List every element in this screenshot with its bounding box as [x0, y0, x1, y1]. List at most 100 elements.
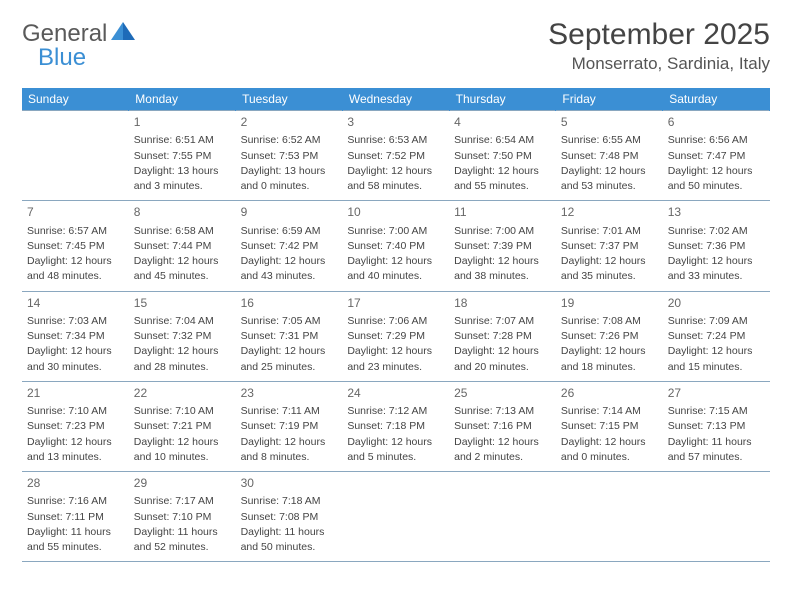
- calendar-cell: 30Sunrise: 7:18 AMSunset: 7:08 PMDayligh…: [236, 472, 343, 562]
- sunset-text: Sunset: 7:39 PM: [454, 239, 551, 254]
- sunset-text: Sunset: 7:16 PM: [454, 419, 551, 434]
- sunset-text: Sunset: 7:15 PM: [561, 419, 658, 434]
- day-number: 11: [454, 204, 551, 221]
- sunrise-text: Sunrise: 7:10 AM: [27, 404, 124, 419]
- calendar-cell: 21Sunrise: 7:10 AMSunset: 7:23 PMDayligh…: [22, 381, 129, 471]
- daylight-text: Daylight: 12 hours and 23 minutes.: [347, 344, 444, 374]
- calendar-row: 1Sunrise: 6:51 AMSunset: 7:55 PMDaylight…: [22, 111, 770, 201]
- daylight-text: Daylight: 12 hours and 8 minutes.: [241, 435, 338, 465]
- day-number: 20: [668, 295, 765, 312]
- logo-word2: Blue: [38, 44, 86, 72]
- day-number: 7: [27, 204, 124, 221]
- calendar-cell: 16Sunrise: 7:05 AMSunset: 7:31 PMDayligh…: [236, 291, 343, 381]
- sunrise-text: Sunrise: 6:52 AM: [241, 133, 338, 148]
- day-number: 24: [347, 385, 444, 402]
- sunrise-text: Sunrise: 7:17 AM: [134, 494, 231, 509]
- sunset-text: Sunset: 7:21 PM: [134, 419, 231, 434]
- day-number: 9: [241, 204, 338, 221]
- weekday-header-row: Sunday Monday Tuesday Wednesday Thursday…: [22, 88, 770, 111]
- day-number: 16: [241, 295, 338, 312]
- calendar-cell: 22Sunrise: 7:10 AMSunset: 7:21 PMDayligh…: [129, 381, 236, 471]
- sunset-text: Sunset: 7:45 PM: [27, 239, 124, 254]
- calendar-cell: 9Sunrise: 6:59 AMSunset: 7:42 PMDaylight…: [236, 201, 343, 291]
- title-block: September 2025 Monserrato, Sardinia, Ita…: [548, 18, 770, 74]
- daylight-text: Daylight: 12 hours and 45 minutes.: [134, 254, 231, 284]
- sunrise-text: Sunrise: 7:02 AM: [668, 224, 765, 239]
- day-number: 1: [134, 114, 231, 131]
- sunset-text: Sunset: 7:34 PM: [27, 329, 124, 344]
- sunrise-text: Sunrise: 7:14 AM: [561, 404, 658, 419]
- sunrise-text: Sunrise: 7:11 AM: [241, 404, 338, 419]
- day-number: 8: [134, 204, 231, 221]
- calendar-cell: 14Sunrise: 7:03 AMSunset: 7:34 PMDayligh…: [22, 291, 129, 381]
- day-number: 10: [347, 204, 444, 221]
- daylight-text: Daylight: 12 hours and 2 minutes.: [454, 435, 551, 465]
- calendar-cell: 1Sunrise: 6:51 AMSunset: 7:55 PMDaylight…: [129, 111, 236, 201]
- calendar-cell: 27Sunrise: 7:15 AMSunset: 7:13 PMDayligh…: [663, 381, 770, 471]
- day-number: 13: [668, 204, 765, 221]
- calendar-cell: 5Sunrise: 6:55 AMSunset: 7:48 PMDaylight…: [556, 111, 663, 201]
- daylight-text: Daylight: 12 hours and 50 minutes.: [668, 164, 765, 194]
- sunrise-text: Sunrise: 7:09 AM: [668, 314, 765, 329]
- sunrise-text: Sunrise: 7:08 AM: [561, 314, 658, 329]
- location: Monserrato, Sardinia, Italy: [548, 54, 770, 74]
- daylight-text: Daylight: 12 hours and 0 minutes.: [561, 435, 658, 465]
- daylight-text: Daylight: 12 hours and 53 minutes.: [561, 164, 658, 194]
- sunset-text: Sunset: 7:13 PM: [668, 419, 765, 434]
- day-number: 6: [668, 114, 765, 131]
- sunrise-text: Sunrise: 6:54 AM: [454, 133, 551, 148]
- sunset-text: Sunset: 7:23 PM: [27, 419, 124, 434]
- sunrise-text: Sunrise: 6:53 AM: [347, 133, 444, 148]
- sunset-text: Sunset: 7:19 PM: [241, 419, 338, 434]
- day-number: 23: [241, 385, 338, 402]
- daylight-text: Daylight: 12 hours and 10 minutes.: [134, 435, 231, 465]
- sunrise-text: Sunrise: 7:00 AM: [454, 224, 551, 239]
- month-title: September 2025: [548, 18, 770, 52]
- calendar-cell: [449, 472, 556, 562]
- day-number: 12: [561, 204, 658, 221]
- sunrise-text: Sunrise: 7:00 AM: [347, 224, 444, 239]
- daylight-text: Daylight: 12 hours and 55 minutes.: [454, 164, 551, 194]
- sunset-text: Sunset: 7:40 PM: [347, 239, 444, 254]
- calendar-row: 28Sunrise: 7:16 AMSunset: 7:11 PMDayligh…: [22, 472, 770, 562]
- sunrise-text: Sunrise: 7:15 AM: [668, 404, 765, 419]
- sunset-text: Sunset: 7:10 PM: [134, 510, 231, 525]
- calendar-cell: 25Sunrise: 7:13 AMSunset: 7:16 PMDayligh…: [449, 381, 556, 471]
- calendar-row: 14Sunrise: 7:03 AMSunset: 7:34 PMDayligh…: [22, 291, 770, 381]
- calendar-table: Sunday Monday Tuesday Wednesday Thursday…: [22, 88, 770, 562]
- weekday-header: Sunday: [22, 88, 129, 111]
- sunrise-text: Sunrise: 6:56 AM: [668, 133, 765, 148]
- daylight-text: Daylight: 12 hours and 35 minutes.: [561, 254, 658, 284]
- day-number: 30: [241, 475, 338, 492]
- sunset-text: Sunset: 7:29 PM: [347, 329, 444, 344]
- calendar-cell: 7Sunrise: 6:57 AMSunset: 7:45 PMDaylight…: [22, 201, 129, 291]
- sunset-text: Sunset: 7:28 PM: [454, 329, 551, 344]
- calendar-cell: 3Sunrise: 6:53 AMSunset: 7:52 PMDaylight…: [342, 111, 449, 201]
- sunrise-text: Sunrise: 6:58 AM: [134, 224, 231, 239]
- sunset-text: Sunset: 7:44 PM: [134, 239, 231, 254]
- day-number: 28: [27, 475, 124, 492]
- day-number: 3: [347, 114, 444, 131]
- sunset-text: Sunset: 7:32 PM: [134, 329, 231, 344]
- calendar-cell: 24Sunrise: 7:12 AMSunset: 7:18 PMDayligh…: [342, 381, 449, 471]
- sunrise-text: Sunrise: 7:18 AM: [241, 494, 338, 509]
- day-number: 17: [347, 295, 444, 312]
- sunset-text: Sunset: 7:11 PM: [27, 510, 124, 525]
- calendar-row: 21Sunrise: 7:10 AMSunset: 7:23 PMDayligh…: [22, 381, 770, 471]
- weekday-header: Thursday: [449, 88, 556, 111]
- calendar-cell: 28Sunrise: 7:16 AMSunset: 7:11 PMDayligh…: [22, 472, 129, 562]
- daylight-text: Daylight: 12 hours and 40 minutes.: [347, 254, 444, 284]
- daylight-text: Daylight: 12 hours and 13 minutes.: [27, 435, 124, 465]
- weekday-header: Wednesday: [342, 88, 449, 111]
- day-number: 4: [454, 114, 551, 131]
- calendar-body: 1Sunrise: 6:51 AMSunset: 7:55 PMDaylight…: [22, 111, 770, 562]
- sunrise-text: Sunrise: 7:06 AM: [347, 314, 444, 329]
- weekday-header: Saturday: [663, 88, 770, 111]
- sunset-text: Sunset: 7:37 PM: [561, 239, 658, 254]
- sunrise-text: Sunrise: 7:01 AM: [561, 224, 658, 239]
- calendar-cell: 4Sunrise: 6:54 AMSunset: 7:50 PMDaylight…: [449, 111, 556, 201]
- calendar-cell: 15Sunrise: 7:04 AMSunset: 7:32 PMDayligh…: [129, 291, 236, 381]
- calendar-cell: [22, 111, 129, 201]
- day-number: 27: [668, 385, 765, 402]
- calendar-cell: 19Sunrise: 7:08 AMSunset: 7:26 PMDayligh…: [556, 291, 663, 381]
